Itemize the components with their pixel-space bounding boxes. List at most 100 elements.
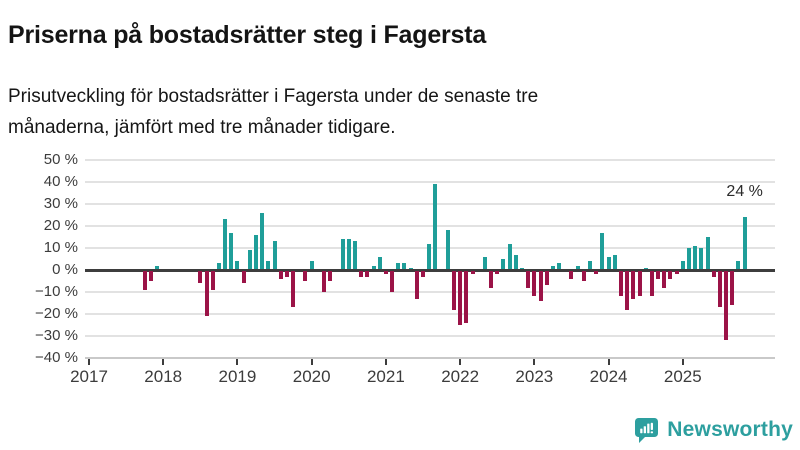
exclamation-stem [650, 422, 654, 430]
bar-2022-05 [482, 256, 487, 269]
bar-glyph-tall [647, 423, 650, 434]
bar-2020-07 [346, 239, 351, 269]
bar-2023-04 [550, 265, 555, 269]
bar-2024-10 [662, 271, 667, 288]
bar-2024-04 [625, 271, 630, 310]
gridline [85, 181, 775, 183]
bar-2022-01 [458, 271, 463, 325]
bar-2025-05 [705, 237, 710, 269]
bar-2025-07 [717, 271, 722, 308]
x-axis-tick [607, 359, 610, 365]
x-axis-tick-label: 2024 [589, 366, 628, 386]
bar-2022-08 [501, 259, 506, 269]
bar-2023-10 [588, 261, 593, 269]
x-axis-tick [162, 359, 165, 365]
x-axis-tick [236, 359, 239, 365]
y-axis-tick-label: −40 % [35, 349, 78, 366]
x-axis-tick-label: 2018 [144, 366, 183, 386]
x-axis-tick [310, 359, 313, 365]
bar-2022-10 [513, 254, 518, 269]
newsworthy-logo: Newsworthy [633, 416, 793, 444]
bar-2023-02 [538, 271, 543, 301]
y-axis-tick-label: 10 % [43, 239, 78, 256]
bar-2019-05 [260, 212, 265, 269]
bar-2019-12 [303, 271, 308, 281]
bar-2019-10 [291, 271, 296, 308]
x-axis-tick-label: 2022 [441, 366, 480, 386]
bar-2018-12 [229, 232, 234, 269]
bar-2020-04 [328, 271, 333, 281]
bar-2021-09 [433, 184, 438, 269]
bar-2023-07 [569, 271, 574, 279]
bar-2017-10 [142, 271, 147, 290]
bar-2024-03 [618, 271, 623, 297]
zero-baseline [85, 268, 775, 272]
bar-glyph-medium [643, 426, 647, 434]
bar-2022-11 [519, 267, 524, 269]
bar-glyph-short [640, 428, 643, 434]
bar-2025-03 [693, 245, 698, 269]
bar-2019-09 [284, 271, 289, 277]
x-axis-tick-label: 2021 [366, 366, 405, 386]
bar-2019-01 [235, 261, 240, 269]
exclamation-dot [650, 431, 654, 434]
bar-2020-12 [377, 256, 382, 269]
y-axis-tick-label: −20 % [35, 305, 78, 322]
y-axis-tick-label: −10 % [35, 283, 78, 300]
bar-2017-12 [155, 265, 160, 269]
bar-2018-08 [204, 271, 209, 317]
bar-2025-11 [742, 217, 747, 269]
gridline [85, 225, 775, 227]
bar-2020-06 [340, 239, 345, 269]
bar-2024-01 [606, 256, 611, 269]
x-axis-tick [384, 359, 387, 365]
bar-2021-03 [396, 263, 401, 269]
gridline [85, 357, 775, 359]
bar-2021-08 [427, 243, 432, 269]
chart-title: Priserna på bostadsrätter steg i Fagerst… [8, 20, 487, 49]
y-axis-tick-label: 30 % [43, 195, 78, 212]
bar-2022-07 [495, 271, 500, 275]
bar-2024-06 [637, 271, 642, 297]
last-bar-value-label: 24 % [726, 183, 763, 200]
x-axis-tick-label: 2017 [70, 366, 108, 386]
bar-2022-02 [464, 271, 469, 323]
y-axis-tick-label: 50 % [43, 151, 78, 168]
chart-subtitle: Prisutveckling för bostadsrätter i Fager… [8, 81, 748, 143]
bar-2017-11 [148, 271, 153, 281]
bar-2023-05 [557, 263, 562, 269]
bar-2020-03 [322, 271, 327, 292]
newsworthy-wordmark: Newsworthy [667, 418, 793, 441]
bar-2025-10 [736, 261, 741, 269]
bar-2025-02 [686, 248, 691, 269]
bar-2024-07 [643, 267, 648, 269]
bar-2024-02 [612, 254, 617, 269]
gridline [85, 159, 775, 161]
bar-2022-09 [507, 243, 512, 269]
y-axis-tick-label: 40 % [43, 173, 78, 190]
x-axis-tick [88, 359, 90, 365]
bar-2025-08 [724, 271, 729, 341]
bar-2020-09 [359, 271, 364, 277]
x-axis-tick-label: 2019 [218, 366, 257, 386]
bar-2019-04 [254, 234, 258, 269]
bar-2022-12 [526, 271, 531, 288]
bar-2024-11 [668, 271, 673, 279]
bar-2022-03 [470, 271, 475, 275]
bar-2018-10 [216, 263, 221, 269]
bar-2024-08 [649, 271, 654, 297]
x-axis-tick-label: 2025 [663, 366, 702, 386]
y-axis-tick-label: −30 % [35, 327, 78, 344]
newsworthy-bubble-icon [635, 418, 659, 443]
bar-2024-12 [674, 271, 679, 275]
y-axis-tick-label: 0 % [52, 261, 78, 278]
x-axis-tick [459, 359, 462, 365]
y-axis-tick-label: 20 % [43, 217, 78, 234]
bar-2020-08 [352, 241, 357, 269]
bar-2021-04 [402, 263, 407, 269]
bar-2021-06 [414, 271, 419, 299]
bar-2021-02 [390, 271, 395, 292]
bar-2020-11 [371, 265, 376, 269]
bar-2025-09 [730, 271, 735, 306]
bar-2020-01 [309, 261, 314, 269]
